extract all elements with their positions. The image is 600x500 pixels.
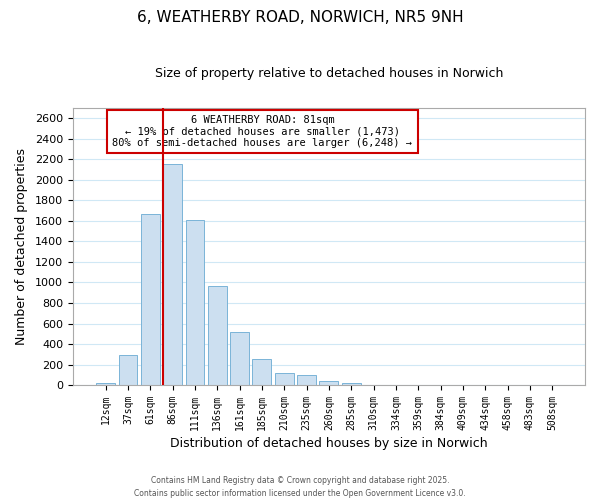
- Bar: [141, 214, 160, 385]
- Bar: [319, 382, 338, 385]
- Bar: [342, 383, 361, 385]
- Bar: [185, 220, 205, 385]
- Bar: [409, 384, 428, 385]
- Y-axis label: Number of detached properties: Number of detached properties: [15, 148, 28, 345]
- Bar: [119, 355, 137, 385]
- Bar: [364, 384, 383, 385]
- Bar: [253, 359, 271, 385]
- Bar: [275, 373, 294, 385]
- Bar: [230, 332, 249, 385]
- Bar: [386, 384, 406, 385]
- Text: Contains HM Land Registry data © Crown copyright and database right 2025.
Contai: Contains HM Land Registry data © Crown c…: [134, 476, 466, 498]
- Bar: [208, 286, 227, 385]
- Bar: [163, 164, 182, 385]
- Text: 6 WEATHERBY ROAD: 81sqm
← 19% of detached houses are smaller (1,473)
80% of semi: 6 WEATHERBY ROAD: 81sqm ← 19% of detache…: [112, 115, 412, 148]
- Bar: [297, 376, 316, 385]
- Title: Size of property relative to detached houses in Norwich: Size of property relative to detached ho…: [155, 68, 503, 80]
- Text: 6, WEATHERBY ROAD, NORWICH, NR5 9NH: 6, WEATHERBY ROAD, NORWICH, NR5 9NH: [137, 10, 463, 25]
- Bar: [96, 383, 115, 385]
- X-axis label: Distribution of detached houses by size in Norwich: Distribution of detached houses by size …: [170, 437, 488, 450]
